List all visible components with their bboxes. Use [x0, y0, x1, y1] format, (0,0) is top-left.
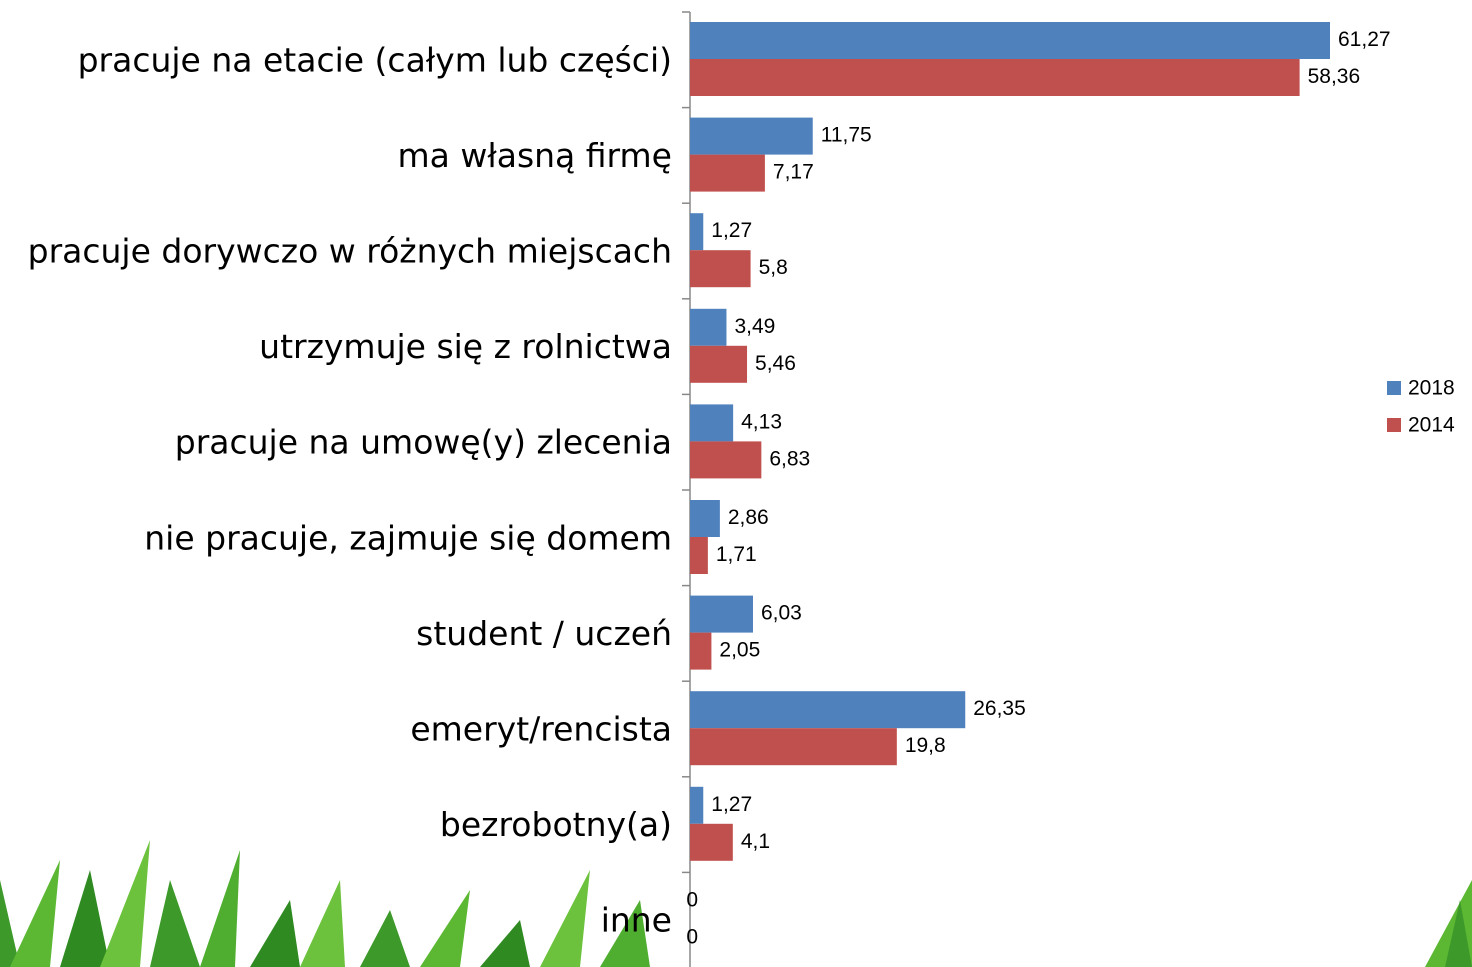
category-label: nie pracuje, zajmuje się domem [144, 518, 672, 557]
bar [690, 22, 1330, 59]
category-label: utrzymuje się z rolnictwa [259, 327, 672, 366]
category-label: pracuje dorywczo w różnych miejscach [28, 232, 672, 271]
legend-swatch [1387, 418, 1401, 432]
data-label: 5,8 [759, 256, 788, 279]
bar [690, 154, 765, 192]
data-label: 7,17 [773, 161, 814, 184]
data-label: 11,75 [821, 124, 872, 147]
data-label: 0 [686, 888, 698, 911]
bar [690, 441, 762, 479]
bar [690, 537, 708, 574]
bar [690, 59, 1300, 96]
data-label: 1,27 [711, 219, 752, 242]
data-label: 58,36 [1308, 65, 1361, 88]
data-label: 4,13 [741, 410, 782, 433]
data-label: 26,35 [973, 697, 1026, 720]
data-label: 0 [686, 925, 698, 948]
legend-label: 2018 [1408, 377, 1455, 400]
bar [690, 250, 751, 288]
category-label: ma własną firmę [398, 136, 673, 175]
category-label: emeryt/rencista [410, 710, 672, 749]
data-label: 5,46 [755, 352, 796, 375]
bar [690, 308, 727, 346]
category-label: inne [601, 901, 672, 940]
data-label: 2,05 [719, 639, 760, 662]
bar [690, 117, 813, 155]
bar [690, 213, 704, 251]
bar [690, 691, 966, 729]
data-label: 19,8 [905, 734, 946, 757]
category-label: pracuje na umowę(y) zlecenia [175, 423, 672, 462]
data-label: 4,1 [741, 830, 770, 853]
bar [690, 786, 704, 824]
data-label: 1,71 [716, 543, 757, 566]
data-label: 1,27 [711, 793, 752, 816]
data-label: 2,86 [728, 506, 769, 529]
category-label: pracuje na etacie (całym lub części) [78, 40, 672, 79]
category-label: bezrobotny(a) [440, 805, 672, 844]
bar [690, 345, 748, 383]
legend-swatch [1387, 381, 1401, 395]
bar [690, 500, 720, 537]
grass-decoration [0, 840, 1472, 967]
legend-label: 2014 [1408, 414, 1455, 437]
category-label: student / uczeń [416, 614, 672, 653]
bar [690, 404, 734, 442]
data-label: 3,49 [734, 315, 775, 338]
data-label: 6,83 [769, 447, 810, 470]
bar [690, 595, 753, 633]
bar [690, 823, 733, 861]
bar [690, 728, 897, 766]
bar [690, 632, 712, 670]
data-label: 61,27 [1338, 28, 1391, 51]
data-label: 6,03 [761, 602, 802, 625]
